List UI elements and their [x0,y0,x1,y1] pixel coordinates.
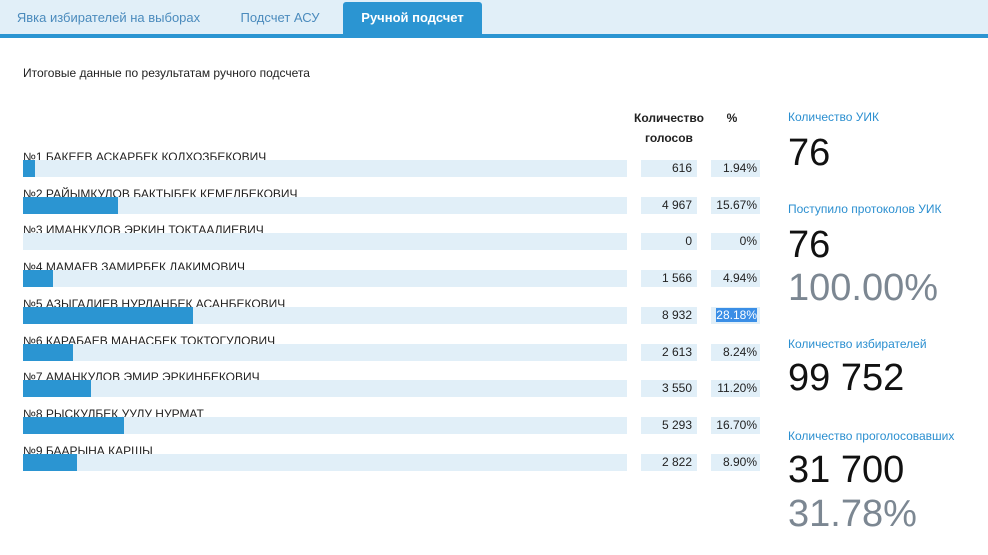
voters-label: Количество избирателей [788,337,927,351]
vote-percent: 8.90% [711,453,760,471]
vote-bar-track [23,306,627,324]
protocols-label: Поступило протоколов УИК [788,202,942,216]
vote-percent: 11.20% [711,380,760,398]
vote-bar-fill [23,270,53,288]
vote-percent-text: 0% [739,234,757,249]
vote-bar-fill [23,380,91,398]
vote-bar-fill [23,306,194,324]
candidate-row: №4 МАМАЕВ ЗАМИРБЕК ДАКИМОВИЧ 1 566 4.94% [0,260,770,297]
vote-count: 2 822 [641,453,697,471]
tab-turnout[interactable]: Явка избирателей на выборах [16,10,201,25]
vote-count: 616 [641,160,697,177]
vote-bar-track [23,343,627,361]
vote-count: 8 932 [641,306,697,324]
protocols-value: 76 [788,224,831,266]
candidate-row: №3 ИМАНКУЛОВ ЭРКИН ТОКТААЛИЕВИЧ 0 0% [0,223,770,260]
votes-header-line1: Количество [634,111,704,125]
vote-percent: 15.67% [711,196,760,214]
voters-value: 99 752 [788,357,905,399]
section-title: Итоговые данные по результатам ручного п… [23,66,310,80]
vote-bar-fill [23,453,77,471]
candidate-row: №6 КАРАБАЕВ МАНАСБЕК ТОКТОГУЛОВИЧ 2 613 … [0,334,770,371]
candidate-row: №2 РАЙЫМКУЛОВ БАКТЫБЕК КЕМЕЛБЕКОВИЧ 4 96… [0,187,770,224]
vote-percent: 4.94% [711,270,760,288]
candidate-row: №8 РЫСКУЛБЕК УУЛУ НУРМАТ 5 293 16.70% [0,407,770,444]
candidate-row: №5 АЗЫГАЛИЕВ НУРЛАНБЕК АСАНБЕКОВИЧ 8 932… [0,297,770,334]
uik-count-label: Количество УИК [788,110,880,124]
protocols-percent: 100.00% [788,267,939,309]
vote-count: 3 550 [641,380,697,398]
vote-bar-fill [23,160,35,177]
vote-bar-fill [23,343,73,361]
vote-count: 1 566 [641,270,697,288]
voted-value: 31 700 [788,449,905,491]
vote-bar-fill [23,196,118,214]
vote-bar-track [23,453,627,471]
vote-bar-track [23,196,627,214]
vote-bar-track [23,160,627,177]
vote-bar-fill [23,416,124,434]
vote-count: 0 [641,233,697,251]
vote-percent-text: 28.18% [716,307,757,322]
votes-column-header: Количество голосов [628,108,710,148]
tab-asu-count[interactable]: Подсчет АСУ [240,10,320,25]
vote-percent: 28.18% [711,306,760,324]
vote-percent-text: 8.90% [722,454,757,469]
vote-percent: 16.70% [711,416,760,434]
vote-bar-track [23,416,627,434]
vote-percent: 1.94% [711,160,760,177]
vote-percent-text: 11.20% [717,381,757,396]
voted-label: Количество проголосовавших [788,429,955,443]
candidate-row: №1 БАКЕЕВ АСКАРБЕК КОЛХОЗБЕКОВИЧ 616 1.9… [0,150,770,187]
vote-percent-text: 1.94% [722,161,757,175]
vote-bar-track [23,233,627,251]
vote-percent: 0% [711,233,760,251]
vote-percent-text: 16.70% [716,417,757,432]
tab-manual-count[interactable]: Ручной подсчет [343,2,482,34]
vote-count: 5 293 [641,416,697,434]
percent-column-header: % [726,111,738,125]
vote-percent-text: 8.24% [722,344,757,359]
candidate-row: №9 БААРЫНА КАРШЫ 2 822 8.90% [0,444,770,481]
vote-count: 4 967 [641,196,697,214]
vote-count: 2 613 [641,343,697,361]
vote-percent-text: 4.94% [722,271,757,286]
vote-bar-track [23,270,627,288]
vote-percent-text: 15.67% [716,197,757,212]
candidate-row: №7 АМАНКУЛОВ ЭМИР ЭРКИНБЕКОВИЧ 3 550 11.… [0,370,770,407]
uik-count-value: 76 [788,132,831,174]
vote-bar-track [23,380,627,398]
voted-percent: 31.78% [788,493,917,535]
tab-bar: Явка избирателей на выборах Подсчет АСУ … [0,0,988,38]
votes-header-line2: голосов [645,131,693,145]
vote-percent: 8.24% [711,343,760,361]
